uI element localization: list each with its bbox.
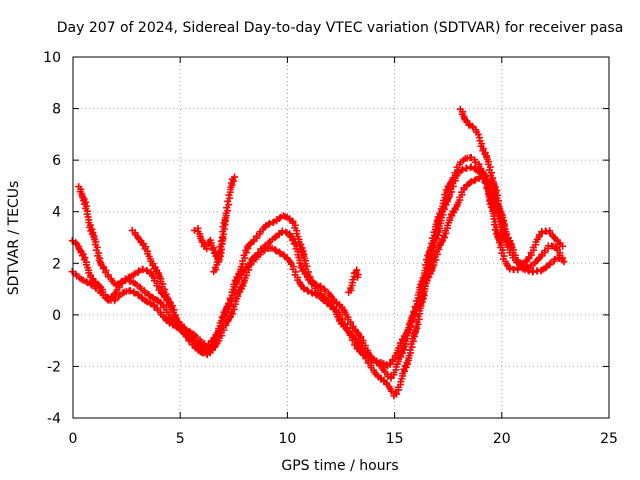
data-point [476,173,484,181]
data-point [560,258,568,266]
x-tick-label: 10 [278,431,296,447]
data-point [465,121,473,129]
x-axis-label: GPS time / hours [281,458,398,474]
data-point [308,289,316,297]
x-tick-label: 25 [600,431,618,447]
data-point [135,267,143,275]
data-point [264,220,272,228]
data-point [470,177,478,185]
axis-ticks: 0 5 10 15 20 25 -4 -2 0 2 4 6 8 10 [43,50,618,447]
data-point [554,253,562,261]
series-trace-6 [210,233,227,276]
data-point [219,233,227,241]
data-point [130,289,138,297]
data-point [68,268,76,276]
data-point [278,227,286,235]
data-point [153,296,161,304]
data-point [559,242,567,250]
data-point [546,259,554,267]
data-point [542,264,550,272]
data-point [231,173,239,181]
data-point [276,250,284,258]
y-tick-label: -2 [47,359,61,375]
data-point [118,277,126,285]
data-point [471,176,479,184]
data-point [353,273,361,281]
series-trace-4 [128,226,209,348]
data-point [87,281,95,289]
data-point [82,278,90,286]
data-point [304,287,312,295]
data-point [190,226,198,234]
data-point [112,281,120,289]
y-tick-label: 8 [52,102,61,118]
y-tick-label: 4 [52,205,61,221]
y-tick-label: 2 [52,256,61,272]
data-point [186,335,194,343]
y-tick-label: 10 [43,50,61,66]
data-point [271,246,279,254]
data-point [178,324,186,332]
data-point [114,280,122,288]
data-point [68,237,76,245]
data-point [271,234,279,242]
data-point [457,167,465,175]
data-point [185,327,193,335]
data-point [142,297,150,305]
data-point [502,231,510,239]
data-point [466,179,474,187]
chart-title: Day 207 of 2024, Sidereal Day-to-day VTE… [57,20,624,36]
data-point [459,166,467,174]
data-point [225,201,233,209]
data-point [349,276,357,284]
x-tick-label: 20 [493,431,511,447]
y-tick-label: 6 [52,153,61,169]
data-point [323,298,331,306]
series-trace-8 [456,105,510,239]
series-trace-3 [68,173,568,370]
data-point [474,130,482,138]
data-point [470,164,478,172]
x-tick-label: 15 [386,431,404,447]
grid-lines [73,57,609,418]
y-axis-label: SDTVAR / TECUs [6,181,22,296]
plot-frame [72,56,610,419]
data-point [214,255,222,263]
data-point [129,271,137,279]
data-point [312,290,320,298]
data-point [300,285,308,293]
data-point [272,247,280,255]
data-point [471,158,479,166]
y-tick-label: 0 [52,308,61,324]
data-point [141,289,149,297]
data-point [111,295,119,303]
data-points [68,105,568,400]
data-point [282,228,290,236]
data-point [126,287,134,295]
data-point [201,340,209,348]
data-point [190,338,198,346]
data-point [275,214,283,222]
x-tick-label: 5 [176,431,185,447]
series-trace-5 [190,173,239,266]
data-point [182,326,190,334]
data-point [83,279,91,287]
data-point [253,253,261,261]
data-point [131,270,139,278]
x-tick-label: 0 [69,431,78,447]
series-trace-7 [345,266,362,296]
y-tick-label: -4 [47,411,61,427]
